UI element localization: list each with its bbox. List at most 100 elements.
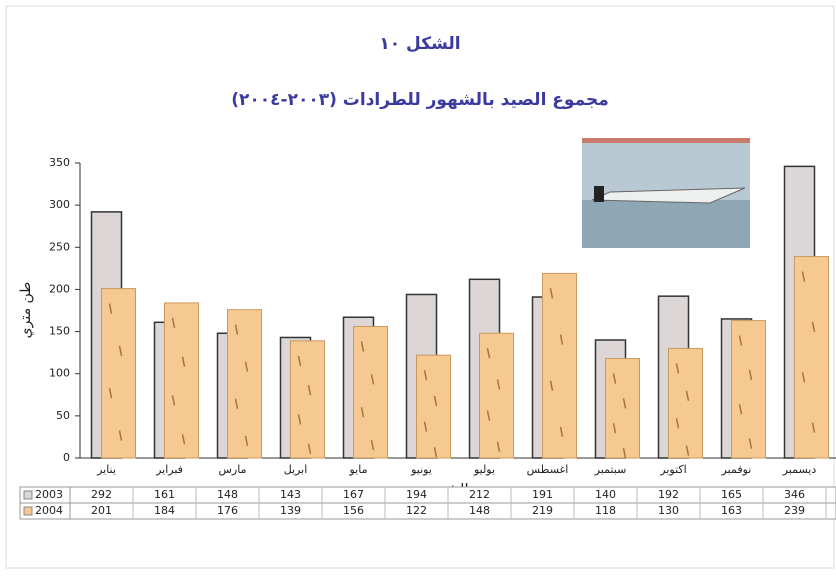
x-tick-label: ديسمبر (782, 463, 817, 476)
bar-texture (370, 374, 375, 385)
bar (227, 309, 262, 459)
bar-texture (244, 361, 249, 372)
bar-texture (307, 443, 312, 454)
bar-texture (244, 435, 249, 447)
table-value: 122 (406, 504, 427, 517)
y-tick-label: 150 (49, 325, 70, 338)
table-value: 139 (280, 504, 301, 517)
bar-texture (675, 363, 680, 374)
bar-texture (748, 369, 753, 381)
bar-texture (360, 407, 365, 418)
table-value: 130 (658, 504, 679, 517)
table-value: 167 (343, 488, 364, 501)
y-tick-label: 350 (49, 156, 70, 169)
bar-texture (801, 271, 806, 282)
bar (479, 332, 514, 459)
x-tick-label: نوفمبر (721, 463, 752, 476)
x-tick-label: اغسطس (527, 463, 569, 476)
bar (794, 256, 829, 459)
y-tick-label: 100 (49, 367, 70, 380)
bar-texture (685, 445, 690, 456)
y-axis-label: طن متري (18, 282, 34, 339)
x-tick-label: مارس (219, 463, 247, 476)
x-tick-label: ابريل (284, 463, 308, 476)
bar-texture (622, 447, 627, 459)
photo-top (582, 138, 750, 143)
bar-texture (811, 422, 816, 433)
bar-texture (370, 439, 375, 451)
bar-texture (612, 423, 617, 434)
legend-label: 2003 (35, 488, 63, 501)
table-value: 176 (217, 504, 238, 517)
legend-swatch (23, 506, 33, 516)
y-tick-label: 0 (63, 451, 70, 464)
bar-texture (486, 410, 491, 421)
x-tick-label: سبتمبر (594, 463, 627, 476)
bar-texture (748, 438, 753, 449)
table-value: 194 (406, 488, 427, 501)
bar-texture (171, 317, 176, 329)
bar-texture (496, 379, 501, 390)
x-tick-label: يونيو (410, 463, 432, 476)
bar-texture (811, 321, 816, 333)
table-value: 184 (154, 504, 175, 517)
bar-texture (738, 335, 743, 346)
legend-swatch (23, 490, 33, 500)
table-value: 212 (469, 488, 490, 501)
bar-texture (559, 426, 564, 438)
table-value: 161 (154, 488, 175, 501)
table-value: 148 (217, 488, 238, 501)
bar-texture (360, 341, 365, 352)
table-value: 346 (784, 488, 805, 501)
bar (101, 288, 136, 459)
frame (5, 5, 835, 569)
y-tick-label: 200 (49, 282, 70, 295)
table-value: 201 (91, 504, 112, 517)
y-tick-label: 250 (49, 240, 70, 253)
bar-texture (181, 356, 186, 367)
bar (416, 354, 451, 459)
photo-motor (594, 186, 604, 202)
table-value: 292 (91, 488, 112, 501)
bar (290, 340, 325, 459)
table-value: 156 (343, 504, 364, 517)
y-tick-label: 50 (56, 409, 70, 422)
bar (605, 358, 640, 459)
bar (353, 326, 388, 459)
bar-texture (108, 303, 113, 314)
bar-texture (108, 388, 113, 399)
y-tick-label: 300 (49, 198, 70, 211)
bar-texture (612, 373, 617, 384)
bar-texture (549, 288, 554, 299)
table-value: 219 (532, 504, 553, 517)
table-value: 165 (721, 488, 742, 501)
bar-texture (181, 434, 186, 445)
bar-texture (738, 404, 743, 415)
x-tick-label: يناير (96, 463, 116, 476)
chart-title: الشكل ١٠ (379, 34, 460, 54)
chart-subtitle: مجموع الصيد بالشهور للطرادات (٢٠٠٣-٢٠٠٤) (231, 90, 609, 110)
bar-texture (234, 398, 239, 409)
table-value: 191 (532, 488, 553, 501)
bar-texture (559, 334, 564, 345)
x-tick-label: اكتوبر (659, 463, 686, 476)
bar-texture (675, 418, 680, 429)
bar-texture (685, 390, 690, 401)
bar-texture (307, 384, 312, 396)
bar-texture (496, 441, 501, 452)
bar (731, 320, 766, 459)
bar-texture (433, 447, 438, 458)
table-value: 143 (280, 488, 301, 501)
bar-texture (622, 398, 627, 409)
table-value: 140 (595, 488, 616, 501)
bar-texture (118, 430, 123, 441)
bar-texture (486, 348, 491, 359)
photo (582, 138, 750, 248)
bar-texture (801, 372, 806, 383)
x-tick-label: مايو (349, 463, 368, 476)
legend-label: 2004 (35, 504, 63, 517)
x-tick-label: فبراير (155, 463, 183, 476)
bar-texture (297, 414, 302, 425)
bar-texture (171, 395, 176, 406)
